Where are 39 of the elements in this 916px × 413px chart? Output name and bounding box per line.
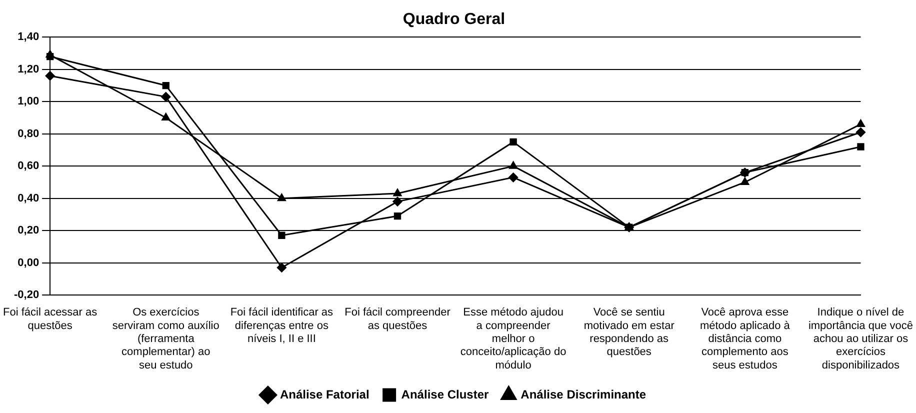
- y-tick-label: 0,80: [18, 128, 40, 140]
- x-tick-label: Você se sentiu motivado em estar respondendo as questões: [584, 306, 675, 358]
- point: [856, 119, 865, 127]
- point: [277, 194, 286, 202]
- x-tick-label: Foi fácil acessar as questões: [2, 306, 98, 332]
- point: [278, 232, 286, 239]
- y-tick-label: 1,20: [18, 63, 40, 76]
- point: [392, 196, 402, 206]
- x-tick-label: Os exercícios serviram como auxílio (ferramenta complementar) ao seu estudo: [112, 306, 220, 372]
- legend-label: Análise Discriminante: [520, 387, 646, 402]
- point: [510, 138, 517, 146]
- point: [161, 92, 171, 102]
- y-tick-label: 0,00: [18, 256, 40, 269]
- x-tick-label: Foi fácil identificar as diferenças entre os níveis I, II e III: [230, 306, 334, 346]
- point: [393, 188, 402, 196]
- point: [857, 143, 864, 150]
- point: [45, 71, 55, 81]
- y-tick-label: 1,00: [18, 96, 40, 108]
- point: [856, 128, 866, 138]
- chart-title: Quadro Geral: [402, 11, 506, 28]
- point: [394, 212, 402, 220]
- y-tick-label: 0,40: [18, 192, 40, 204]
- y-tick-label: 0,60: [18, 160, 40, 172]
- x-tick-label: Você aprova esse método aplicado à distância como complemento aos seus estudos: [700, 306, 791, 372]
- point: [509, 161, 518, 169]
- legend-label: Análise Fatorial: [280, 387, 370, 402]
- point: [46, 52, 54, 60]
- legend-label: Análise Cluster: [401, 387, 490, 402]
- x-tick-label: Esse método ajudou a compreender melhor o conceito/aplicação do módulo: [460, 306, 566, 372]
- point: [162, 82, 170, 90]
- y-tick-label: 1,40: [18, 31, 40, 44]
- point: [276, 262, 286, 272]
- y-tick-label: 0,20: [18, 224, 40, 237]
- point: [162, 113, 170, 121]
- y-tick-label: -0,20: [14, 289, 40, 302]
- x-tick-label: Indique o nível de importância que você achou ao utilizar os exercícios disponibilizados: [808, 306, 913, 372]
- point: [740, 177, 750, 185]
- x-tick-label: Foi fácil compreender as questões: [344, 306, 451, 332]
- point: [508, 172, 518, 182]
